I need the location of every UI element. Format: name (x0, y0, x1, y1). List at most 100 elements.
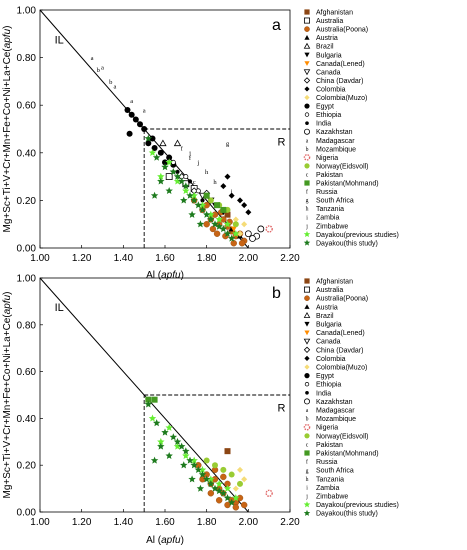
y-tick-label: 1.00 (17, 6, 37, 17)
y-tick-label: 0.20 (17, 461, 37, 472)
data-point (180, 196, 188, 204)
x-tick-label: 1.40 (114, 253, 134, 264)
data-point (196, 484, 205, 492)
data-point (198, 470, 207, 478)
legend-marker (303, 77, 311, 84)
data-point: j (188, 150, 191, 157)
legend-entry: Russia (316, 459, 338, 466)
data-point (219, 489, 228, 497)
legend-entry: Pakistan (316, 172, 343, 179)
data-point (182, 182, 190, 190)
legend-marker (304, 433, 310, 439)
data-point (215, 215, 223, 223)
data-point (207, 197, 214, 204)
series-0 (224, 211, 231, 218)
legend-marker (305, 121, 309, 125)
data-point (190, 461, 198, 469)
data-point (157, 437, 165, 445)
data-point: b (109, 79, 113, 86)
legend-entry: India (316, 390, 331, 397)
legend-marker: c (306, 442, 309, 448)
series-9 (220, 173, 252, 216)
data-point (161, 428, 169, 436)
x-tick-label: 1.00 (30, 253, 50, 264)
legend-entry: Egypt (316, 104, 334, 111)
x-tick-label: 1.80 (197, 517, 217, 528)
data-point (198, 201, 207, 209)
y-axis-title: Mg+Sc+Ti+V+Cr+Mn+Fe+Co+Ni+La+Ce(apfu) (2, 26, 13, 233)
data-point (196, 220, 205, 228)
data-point (245, 209, 252, 216)
legend-marker: g (306, 198, 309, 204)
legend-marker (304, 35, 310, 40)
series-0 (224, 448, 231, 455)
legend-marker (303, 69, 311, 76)
y-tick-label: 0.60 (17, 367, 37, 378)
il-label: IL (55, 302, 64, 314)
data-point: h (205, 169, 209, 176)
data-point (237, 480, 243, 487)
series-20 (203, 192, 227, 213)
data-point (157, 177, 165, 185)
data-point: j (196, 160, 199, 167)
legend-entry: Ethiopia (316, 382, 341, 389)
x-tick-label: 2.00 (239, 517, 259, 528)
data-point (157, 172, 165, 180)
series-14 (244, 225, 265, 242)
legend-marker: b (306, 417, 309, 423)
data-point (220, 466, 227, 473)
data-point (173, 442, 182, 450)
legend-entry: China (Davdar) (316, 347, 363, 354)
data-point (224, 211, 231, 218)
legend-entry: Madagascar (316, 138, 355, 145)
x-tick-label: 1.80 (197, 253, 217, 264)
legend-marker: h (306, 207, 309, 213)
data-point (232, 229, 240, 237)
legend-marker (304, 9, 310, 15)
data-point (165, 158, 173, 166)
data-point (173, 139, 182, 147)
data-point: b (97, 67, 101, 74)
r-label: R (278, 137, 286, 149)
legend-marker (304, 382, 310, 387)
series-21: ff (181, 145, 192, 162)
data-point (148, 414, 157, 422)
data-point (165, 173, 173, 181)
data-point (152, 419, 161, 427)
legend-entry: South Africa (316, 198, 354, 205)
legend-marker (304, 373, 310, 379)
data-point (186, 456, 194, 464)
data-point (215, 497, 223, 504)
legend-entry: Kazakhstan (316, 399, 353, 406)
x-tick-label: 2.00 (239, 253, 259, 264)
legend-marker: j (305, 494, 308, 500)
data-point (144, 400, 153, 408)
legend-entry: Colombia (316, 86, 346, 93)
data-point (190, 456, 198, 464)
data-point (207, 210, 215, 218)
data-point: a (101, 65, 104, 72)
data-point (257, 225, 265, 233)
data-point (177, 442, 186, 450)
legend-marker (304, 112, 310, 117)
data-point (165, 423, 173, 431)
legend-entry: South Africa (316, 468, 354, 475)
data-point (183, 174, 189, 180)
data-point (224, 448, 231, 455)
legend-entry: Mozambique (316, 416, 356, 423)
series-25: jj (188, 150, 199, 167)
data-point: i (231, 188, 233, 195)
legend-marker (304, 94, 310, 101)
legend-entry: Colombia (316, 356, 346, 363)
data-point: h (213, 179, 217, 186)
data-point (149, 135, 156, 142)
data-point (173, 437, 182, 445)
data-point (265, 489, 273, 497)
data-point (227, 234, 236, 242)
legend-entry: Canada (316, 339, 341, 346)
data-point (161, 163, 169, 171)
legend-entry: Austria (316, 35, 338, 42)
legend-entry: Brazil (316, 313, 334, 320)
